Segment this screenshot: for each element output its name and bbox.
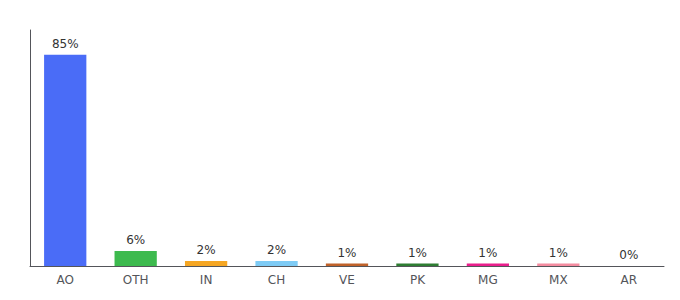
svg-text:OTH: OTH [123, 273, 149, 287]
svg-text:2%: 2% [267, 243, 286, 257]
svg-text:2%: 2% [197, 243, 216, 257]
svg-text:MX: MX [549, 273, 568, 287]
svg-text:1%: 1% [408, 246, 427, 260]
svg-text:85%: 85% [52, 37, 79, 51]
svg-text:CH: CH [268, 273, 285, 287]
svg-text:MG: MG [478, 273, 498, 287]
svg-text:VE: VE [339, 273, 355, 287]
svg-text:IN: IN [200, 273, 213, 287]
svg-text:1%: 1% [549, 246, 568, 260]
svg-text:6%: 6% [126, 233, 145, 247]
svg-text:AO: AO [56, 273, 73, 287]
svg-text:0%: 0% [619, 248, 638, 262]
svg-text:PK: PK [410, 273, 426, 287]
svg-text:1%: 1% [337, 246, 356, 260]
svg-text:AR: AR [621, 273, 638, 287]
svg-text:1%: 1% [478, 246, 497, 260]
